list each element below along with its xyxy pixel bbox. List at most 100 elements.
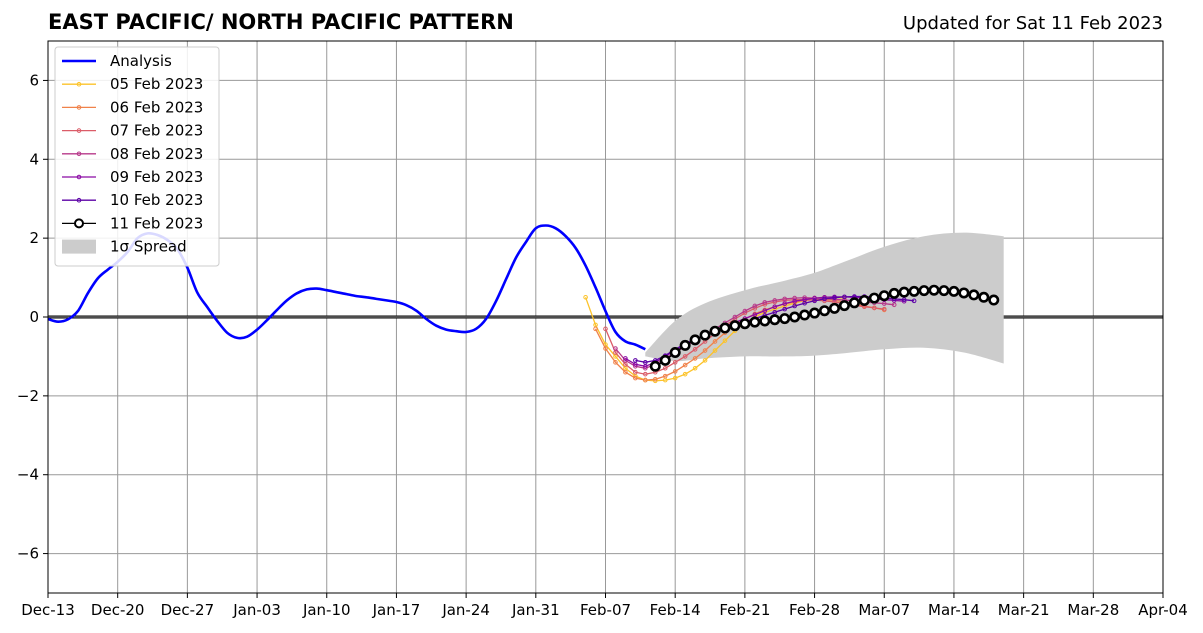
x-tick-label: Jan-24	[441, 601, 490, 619]
series-point	[908, 285, 920, 297]
series-point	[672, 360, 678, 365]
series-point	[822, 296, 827, 302]
series-point	[842, 294, 847, 300]
series-point	[858, 294, 870, 306]
series-point	[881, 306, 887, 312]
series-point	[643, 371, 648, 377]
series-point	[699, 329, 711, 341]
series-point	[759, 315, 771, 327]
series-point	[672, 369, 678, 374]
legend-swatch	[62, 239, 96, 254]
legend-item: 05 Feb 2023	[62, 75, 203, 93]
legend-marker	[76, 128, 82, 133]
series-point	[871, 305, 877, 311]
series-point	[772, 304, 778, 310]
x-tick-label: Feb-21	[719, 601, 770, 619]
series-point	[901, 297, 907, 302]
series-point	[789, 311, 801, 323]
forecast-series	[583, 284, 1000, 384]
series-point	[762, 308, 768, 313]
series-point	[652, 376, 658, 382]
legend-label: 08 Feb 2023	[110, 145, 203, 163]
legend-marker	[76, 174, 82, 180]
series-point	[799, 309, 811, 321]
series-point	[643, 377, 648, 383]
series-point	[828, 302, 840, 314]
series-point	[649, 360, 661, 372]
series-point	[958, 287, 970, 299]
legend-label: 11 Feb 2023	[110, 214, 203, 232]
legend-item: 1σ Spread	[62, 238, 187, 256]
series-point	[812, 298, 817, 304]
series-point	[838, 300, 850, 312]
series-point	[682, 362, 688, 368]
legend-label: 05 Feb 2023	[110, 75, 203, 93]
series-11-feb-2023	[649, 284, 1000, 372]
series-point	[779, 313, 791, 325]
x-tick-label: Mar-21	[998, 601, 1050, 619]
x-tick-label: Jan-10	[302, 601, 351, 619]
series-point	[702, 348, 708, 353]
series-point	[692, 365, 698, 371]
legend-label: 09 Feb 2023	[110, 168, 203, 186]
x-tick-label: Feb-14	[650, 601, 701, 619]
x-tick-label: Mar-28	[1067, 601, 1119, 619]
series-point	[898, 286, 910, 298]
legend-item: 06 Feb 2023	[62, 98, 203, 116]
series-point	[712, 339, 718, 344]
series-point	[633, 369, 638, 375]
legend-item: 07 Feb 2023	[62, 122, 203, 140]
series-point	[749, 316, 761, 328]
series-point	[613, 346, 618, 351]
series-point	[593, 326, 598, 332]
x-tick-label: Jan-03	[232, 601, 281, 619]
legend-marker	[76, 81, 82, 87]
series-point	[769, 314, 781, 326]
x-tick-label: Apr-04	[1138, 601, 1188, 619]
y-tick-label: 6	[29, 71, 39, 89]
series-point	[772, 309, 778, 315]
series-point	[988, 294, 1000, 306]
series-point	[682, 371, 688, 377]
series-point	[682, 354, 688, 359]
y-tick-label: −2	[17, 387, 39, 405]
legend-label: 06 Feb 2023	[110, 98, 203, 116]
series-point	[679, 339, 691, 351]
series-point	[878, 290, 890, 302]
series-point	[848, 297, 860, 309]
series-point	[918, 285, 930, 297]
y-tick-label: 4	[29, 150, 39, 168]
legend-label: 1σ Spread	[110, 238, 187, 256]
series-point	[662, 365, 668, 371]
series-point	[623, 356, 628, 361]
series-point	[692, 356, 698, 361]
series-point	[672, 375, 678, 381]
series-point	[633, 358, 638, 363]
series-point	[732, 314, 738, 320]
series-point	[702, 358, 708, 363]
legend-item: 08 Feb 2023	[62, 145, 203, 163]
series-point	[712, 348, 718, 353]
series-point	[802, 300, 807, 306]
series-point	[782, 301, 787, 306]
series-point	[938, 285, 950, 297]
series-point	[752, 303, 758, 309]
series-point	[709, 325, 721, 337]
series-point	[762, 300, 768, 305]
x-tick-label: Mar-14	[928, 601, 980, 619]
series-point	[782, 296, 787, 302]
series-point	[868, 292, 880, 304]
x-tick-label: Feb-28	[789, 601, 840, 619]
y-tick-label: −6	[17, 545, 39, 563]
series-point	[792, 298, 797, 304]
series-point	[888, 287, 900, 299]
legend-box	[54, 46, 220, 267]
x-tick-label: Mar-07	[858, 601, 910, 619]
x-tick-label: Feb-07	[580, 601, 631, 619]
series-point	[722, 338, 728, 343]
legend: Analysis 05 Feb 2023 06 Feb 2023 07 Feb 202…	[54, 46, 220, 267]
chart-subtitle: Updated for Sat 11 Feb 2023	[903, 13, 1163, 34]
series-point	[782, 306, 787, 312]
legend-item: 11 Feb 2023	[62, 214, 203, 232]
series-point	[968, 289, 980, 301]
